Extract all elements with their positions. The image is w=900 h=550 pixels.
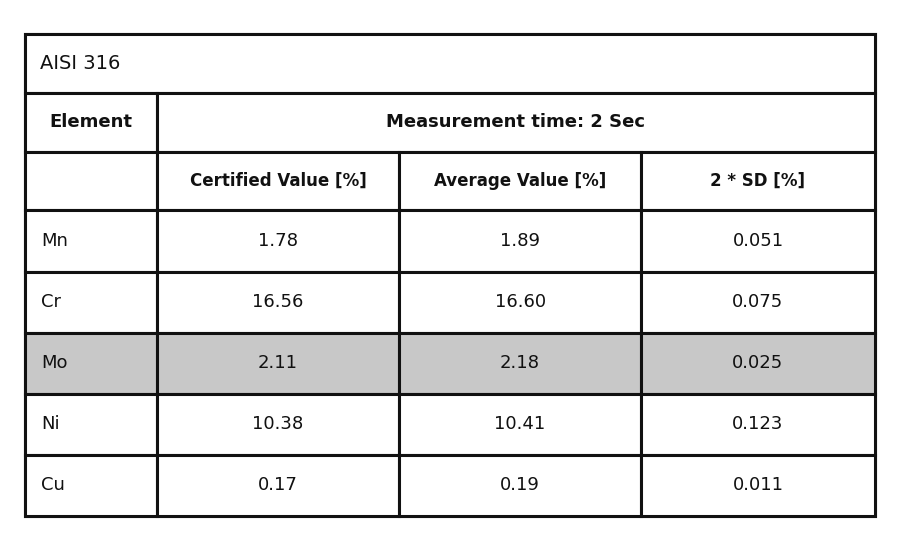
Text: 0.011: 0.011 [733,476,784,494]
Text: AISI 316: AISI 316 [40,54,120,73]
Bar [641,455,875,516]
Text: 1.89: 1.89 [500,232,540,250]
Bar [25,455,157,516]
Text: 10.38: 10.38 [252,415,303,433]
Bar [157,333,399,394]
Text: Average Value [%]: Average Value [%] [434,172,607,190]
Bar [641,333,875,394]
Bar [157,211,399,272]
Bar [25,152,157,211]
Bar [399,455,641,516]
Text: 0.051: 0.051 [733,232,784,250]
Bar [399,394,641,455]
Text: 0.19: 0.19 [500,476,540,494]
Bar [25,211,157,272]
Bar [157,272,399,333]
Bar [157,93,875,152]
Text: 0.123: 0.123 [733,415,784,433]
Text: 2.18: 2.18 [500,354,540,372]
Text: 1.78: 1.78 [258,232,298,250]
Text: Element: Element [50,113,132,131]
Bar [25,34,875,516]
Text: 0.075: 0.075 [733,293,784,311]
Text: 2 * SD [%]: 2 * SD [%] [710,172,806,190]
Bar [25,394,157,455]
Bar [157,394,399,455]
Bar [641,394,875,455]
Text: Ni: Ni [41,415,60,433]
Bar [399,152,641,211]
Text: 0.025: 0.025 [733,354,784,372]
Bar [25,333,157,394]
Bar [641,211,875,272]
Bar [157,152,399,211]
Text: Mn: Mn [41,232,68,250]
Text: 0.17: 0.17 [258,476,298,494]
Text: Cr: Cr [41,293,61,311]
Bar [25,34,875,93]
Bar [399,333,641,394]
Bar [641,152,875,211]
Text: Measurement time: 2 Sec: Measurement time: 2 Sec [386,113,645,131]
Text: 16.60: 16.60 [494,293,545,311]
Bar [25,272,157,333]
Text: 16.56: 16.56 [252,293,303,311]
Text: 2.11: 2.11 [258,354,298,372]
Bar [399,272,641,333]
Bar [157,455,399,516]
Text: Mo: Mo [41,354,68,372]
Text: Certified Value [%]: Certified Value [%] [190,172,366,190]
Bar [641,272,875,333]
Text: Cu: Cu [41,476,66,494]
Bar [399,211,641,272]
Bar [25,93,157,152]
Text: 10.41: 10.41 [494,415,545,433]
